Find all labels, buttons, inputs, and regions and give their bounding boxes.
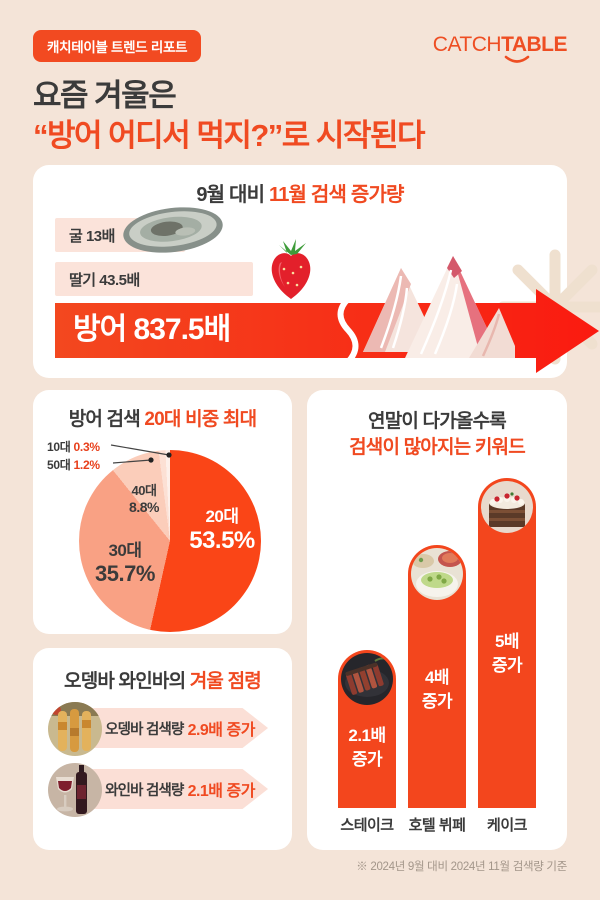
pie-label-40s: 40대 8.8% <box>129 483 159 515</box>
footnote: ※ 2024년 9월 대비 2024년 11월 검색량 기준 <box>356 861 567 873</box>
bangeo-fish-photo <box>363 256 515 358</box>
callout-leader-lines <box>110 444 172 464</box>
bangeo-bar-label: 방어 837.5배 <box>73 313 231 346</box>
cake-bar-label: 케이크 <box>487 817 527 834</box>
strawberry-photo <box>271 239 311 299</box>
pie-callout-10s: 10대 0.3% <box>47 440 100 454</box>
oyster-photo <box>123 207 223 253</box>
cake-bar <box>478 478 536 808</box>
catchtable-logo: CATCHTABLE <box>432 33 567 63</box>
keyword-title-line2: 검색이 많아지는 키워드 <box>349 437 526 458</box>
cake-photo <box>481 481 533 533</box>
pie-label-30s: 30대 35.7% <box>95 541 155 586</box>
logo-table-text: TABLE <box>501 33 567 63</box>
logo-catch-text: CATCH <box>432 33 502 56</box>
buffet-bar-label: 호텔 뷔페 <box>408 817 466 834</box>
strawberry-bar-label: 딸기 43.5배 <box>69 271 140 289</box>
buffet-photo <box>411 548 463 600</box>
pie-card-title: 방어 검색 20대 비중 최대 <box>68 409 257 430</box>
oden-photo <box>48 702 102 756</box>
keyword-card: 연말이 다가올수록 검색이 많아지는 키워드 <box>307 390 567 850</box>
wine-photo <box>48 763 102 817</box>
pie-callout-50s: 50대 1.2% <box>47 458 100 472</box>
smile-icon <box>504 55 530 63</box>
oyster-bar-label: 굴 13배 <box>69 227 115 245</box>
strawberry-growth-bar: 딸기 43.5배 <box>55 262 253 296</box>
pie-chart <box>79 450 261 632</box>
oden-wine-title: 오뎅바 와인바의 겨울 점령 <box>64 671 262 692</box>
steak-photo <box>341 653 393 705</box>
oden-wine-card: 오뎅바 와인바의 겨울 점령 오뎅바 검색량 2.9배 증가 <box>33 648 292 850</box>
pie-card: 방어 검색 20대 비중 최대 10대 0.3% 50대 1.2% 20대 53.… <box>33 390 292 634</box>
pie-label-20s: 20대 53.5% <box>189 507 255 554</box>
steak-bar-label: 스테이크 <box>340 817 394 834</box>
growth-card-title: 9월 대비 11월 검색 증가량 <box>196 184 404 206</box>
steak-bar-value: 2.1배 증가 <box>348 726 386 769</box>
page-title-line1: 요즘 겨울은 <box>33 78 177 113</box>
page-title-line2: “방어 어디서 먹지?”로 시작된다 <box>33 118 426 153</box>
report-badge: 캐치테이블 트렌드 리포트 <box>33 30 202 62</box>
oden-ribbon: 오뎅바 검색량 2.9배 증가 <box>72 708 268 748</box>
buffet-bar-value: 4배 증가 <box>421 668 453 711</box>
wine-ribbon: 와인바 검색량 2.1배 증가 <box>72 769 268 809</box>
keyword-title-line1: 연말이 다가올수록 <box>368 411 507 432</box>
cake-bar-value: 5배 증가 <box>491 632 523 675</box>
search-growth-card: 9월 대비 11월 검색 증가량 굴 13배 딸기 43.5배 <box>33 165 600 378</box>
